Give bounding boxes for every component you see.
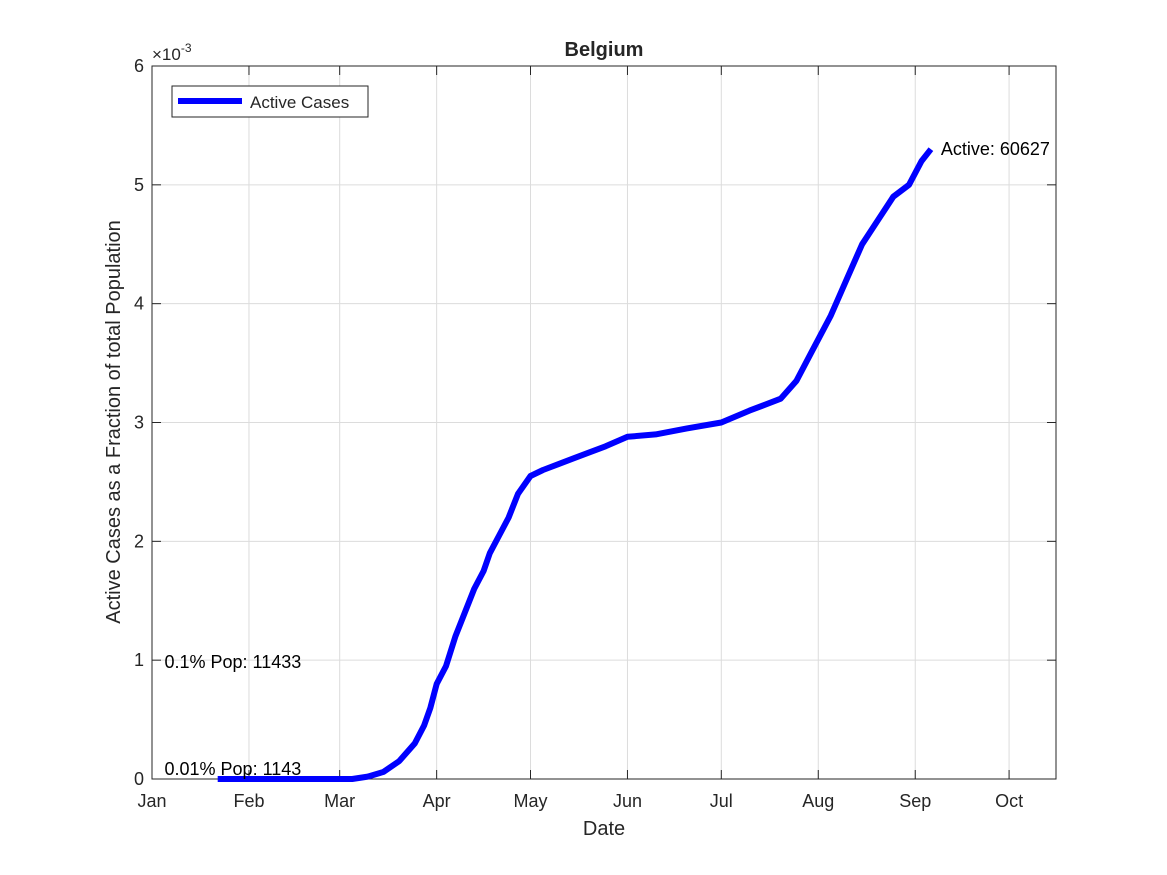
x-tick-label: Aug [802,791,834,811]
y-tick-label: 2 [134,531,144,551]
x-tick-label: Mar [324,791,355,811]
series-lines [217,147,934,782]
y-axis-label: Active Cases as a Fraction of total Popu… [103,220,125,624]
x-tick-label: Oct [995,791,1023,811]
x-tick-label: Apr [423,791,451,811]
y-tick-label: 1 [134,650,144,670]
y-exponent-label: ×10-3 [152,41,192,64]
legend-label-active-cases: Active Cases [250,93,349,112]
x-tick-label: Jul [710,791,733,811]
y-tick-label: 6 [134,56,144,76]
annotation-label: Active: 60627 [941,139,1050,159]
y-tick-label: 0 [134,769,144,789]
x-axis-label: Date [583,818,625,840]
x-tick-label: Jun [613,791,642,811]
chart-title: Belgium [565,39,644,61]
annotation-label: 0.01% Pop: 1143 [165,759,302,779]
annotations: Active: 60627 0.1% Pop: 11433 0.01% Pop: 1… [165,139,1050,779]
axis-ticks: Jan Feb Mar Apr May Jun Jul Aug Sep Oct 0 1 2 3 4 5 6 [134,56,1056,811]
x-tick-label: Jan [137,791,166,811]
annotation-label: 0.1% Pop: 11433 [165,652,302,672]
series-line-active-cases [217,147,934,782]
x-tick-label: Feb [233,791,264,811]
y-tick-label: 3 [134,413,144,433]
legend: Active Cases [171,85,369,118]
x-tick-label: Sep [899,791,931,811]
y-tick-label: 4 [134,294,144,314]
x-tick-label: May [513,791,547,811]
y-tick-label: 5 [134,175,144,195]
